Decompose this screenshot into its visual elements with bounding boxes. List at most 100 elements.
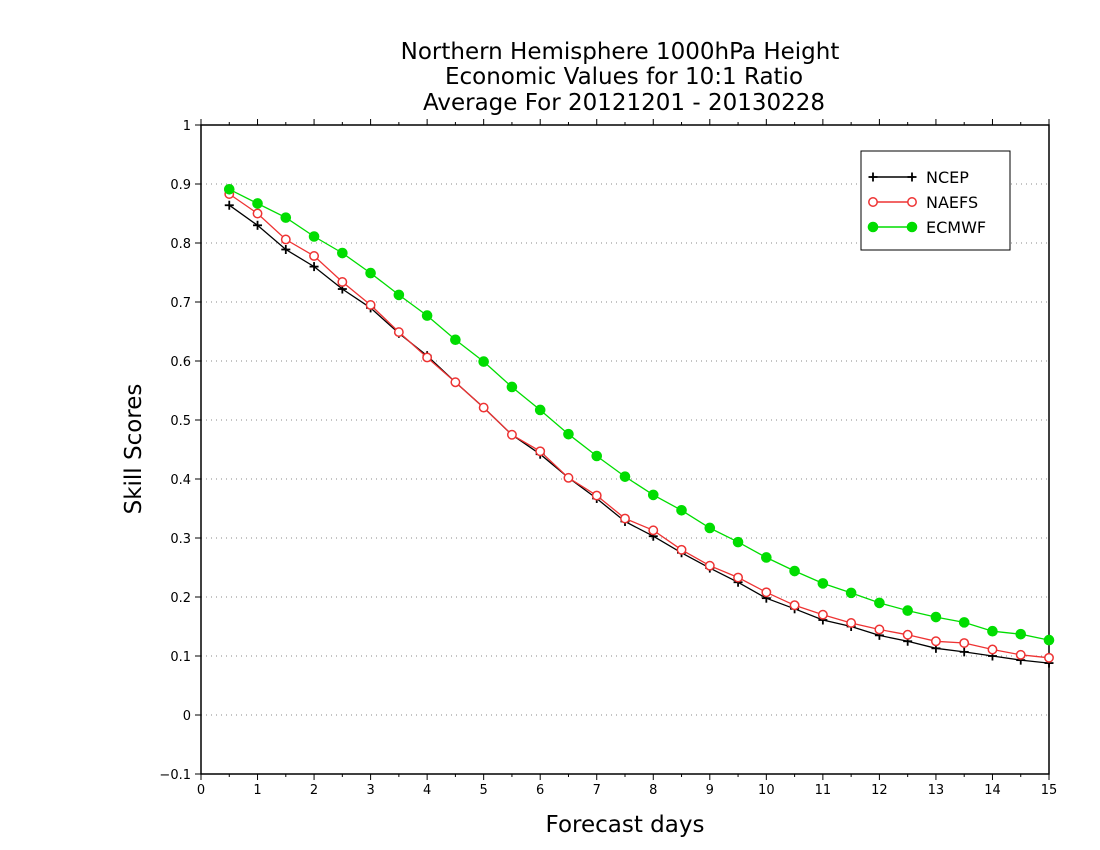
series-naefs	[224, 189, 1054, 663]
data-point	[1043, 634, 1055, 646]
data-point	[478, 356, 489, 367]
data-point	[761, 587, 772, 598]
y-tick-label: 0.5	[170, 414, 191, 429]
data-point	[704, 560, 715, 571]
data-point	[421, 310, 433, 321]
data-point	[253, 220, 263, 230]
y-tick-label: 0.2	[170, 591, 191, 606]
y-tick-label: 0.6	[170, 355, 191, 370]
chart-title: Northern Hemisphere 1000hPa Height Econo…	[401, 39, 840, 116]
x-tick-label: 6	[536, 783, 544, 798]
legend-item-ecmwf: ECMWF	[867, 218, 986, 237]
x-tick-label: 2	[310, 783, 318, 798]
data-point	[987, 625, 998, 637]
data-point	[1044, 652, 1054, 663]
data-point	[280, 234, 291, 245]
data-point	[337, 276, 348, 287]
series-ecmwf	[223, 184, 1055, 646]
data-point	[280, 212, 292, 223]
data-point	[817, 578, 829, 589]
data-point	[902, 605, 913, 616]
y-tick-label: 1	[183, 119, 191, 134]
data-point	[732, 536, 744, 548]
data-point	[987, 644, 998, 655]
data-point	[930, 636, 941, 647]
x-tick-label: 10	[758, 783, 775, 798]
data-point	[535, 446, 546, 457]
data-point	[648, 525, 659, 536]
series-line-ncep	[228, 204, 1050, 664]
data-point	[930, 611, 942, 623]
data-point	[309, 251, 320, 261]
y-axis-label: Skill Scores	[121, 384, 147, 515]
data-point	[422, 352, 433, 363]
legend: NCEP NAEFS ECMWF	[860, 150, 1011, 251]
series-line-naefs	[228, 193, 1050, 659]
data-point	[450, 377, 461, 388]
y-tick-label: 0.9	[170, 178, 191, 193]
chart-title-line-1: Northern Hemisphere 1000hPa Height	[401, 39, 840, 65]
y-tick-label: 0.7	[170, 296, 191, 311]
legend-label: ECMWF	[926, 218, 986, 237]
data-point	[907, 172, 917, 182]
data-point	[1015, 649, 1026, 660]
data-point	[959, 647, 969, 657]
x-tick-label: 11	[815, 783, 832, 798]
y-tick-label: 0.4	[170, 473, 191, 488]
chart-title-line-3: Average For 20121201 - 20130228	[423, 90, 825, 116]
data-point	[959, 638, 970, 648]
data-point	[676, 544, 687, 555]
data-point	[647, 489, 659, 501]
grid-lines	[201, 183, 1049, 716]
data-point	[1015, 628, 1027, 640]
legend-box	[860, 150, 1011, 251]
data-point	[902, 629, 913, 640]
data-point	[874, 597, 885, 609]
plot-frame	[200, 124, 1050, 775]
data-point	[591, 490, 602, 501]
data-point	[478, 402, 489, 413]
data-point	[252, 208, 263, 219]
data-point	[958, 617, 970, 628]
y-tick-label: 0.8	[170, 237, 191, 252]
data-point	[845, 587, 857, 599]
data-point	[563, 428, 574, 440]
x-tick-label: 4	[423, 783, 431, 798]
x-tick-label: 8	[649, 783, 657, 798]
x-tick-label: 15	[1041, 783, 1058, 798]
data-point	[619, 471, 631, 482]
data-point	[252, 198, 263, 209]
x-tick-label: 14	[984, 783, 1001, 798]
legend-label: NCEP	[926, 168, 969, 187]
data-point	[906, 221, 918, 233]
data-point	[874, 624, 885, 635]
data-point	[733, 572, 744, 583]
data-point	[281, 244, 291, 254]
y-tick-label: 0	[183, 709, 191, 724]
data-point	[704, 522, 716, 534]
series-ncep	[224, 200, 1054, 668]
legend-item-naefs: NAEFS	[868, 193, 978, 212]
data-point	[868, 172, 878, 182]
x-axis-label: Forecast days	[546, 812, 705, 838]
data-point	[337, 247, 348, 259]
data-point	[365, 300, 376, 310]
data-point	[817, 609, 828, 620]
data-point	[789, 565, 800, 577]
data-point	[761, 552, 772, 563]
data-point	[365, 267, 376, 279]
data-point	[223, 184, 235, 195]
x-tick-label: 0	[197, 783, 205, 798]
data-point	[393, 327, 404, 338]
data-point	[309, 262, 319, 272]
x-tick-label: 5	[480, 783, 488, 798]
y-tick-label: −0.1	[159, 768, 191, 783]
x-tick-label: 7	[593, 783, 601, 798]
data-point	[620, 513, 630, 524]
x-tick-label: 13	[928, 783, 945, 798]
data-point	[907, 197, 917, 207]
y-tick-label: 0.1	[170, 650, 191, 665]
series-layer	[223, 184, 1055, 668]
data-point	[846, 618, 857, 628]
